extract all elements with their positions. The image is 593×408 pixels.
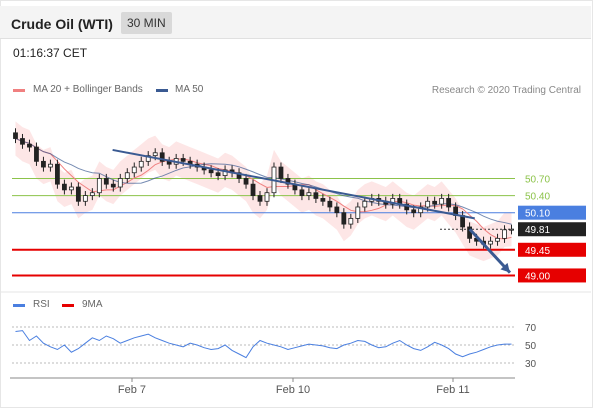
- candle-body: [299, 189, 305, 196]
- candle-body: [96, 178, 102, 194]
- rsi-swatch: [13, 304, 25, 307]
- candle-body: [68, 186, 74, 191]
- rsi-tick-label: 50: [525, 341, 537, 352]
- level-label-50.40: 50.40: [525, 192, 550, 203]
- candle-body: [285, 178, 291, 185]
- candle-body: [82, 195, 88, 202]
- candle-body: [355, 206, 361, 219]
- candle-body: [180, 158, 186, 162]
- timestamp: 01:16:37 CET: [13, 46, 88, 60]
- candle-body: [103, 178, 109, 185]
- candle-body: [418, 206, 424, 214]
- x-tick-label: Feb 11: [436, 384, 469, 396]
- x-tick-label: Feb 7: [118, 384, 146, 396]
- candle-body: [208, 169, 214, 174]
- candle-body: [222, 169, 228, 177]
- candle-body: [306, 192, 312, 196]
- candle-body: [152, 152, 158, 157]
- level-label-50.70: 50.70: [525, 174, 550, 185]
- instrument-title: Crude Oil (WTI): [11, 16, 113, 32]
- rsi-tick-label: 70: [525, 323, 537, 334]
- last-price-label: 49.81: [525, 225, 550, 236]
- level-tag-50.10: [518, 205, 586, 220]
- candle-body: [425, 200, 431, 208]
- chart-header: Crude Oil (WTI) 30 MIN: [0, 6, 591, 39]
- candle-body: [432, 200, 438, 205]
- candle-body: [488, 240, 493, 245]
- ma9-label: 9MA: [82, 299, 103, 310]
- candle-body: [404, 203, 410, 211]
- rsi-line: [15, 330, 512, 359]
- candle-body: [117, 178, 123, 188]
- candle-body: [348, 217, 354, 225]
- candle-body: [55, 163, 60, 185]
- candle-body: [145, 155, 151, 162]
- level-label-50.10: 50.10: [525, 209, 550, 220]
- level-tag-49.00: [518, 268, 586, 283]
- candle-body: [131, 166, 137, 174]
- candle-body: [264, 192, 270, 202]
- candle-body: [250, 183, 256, 196]
- candle-body: [110, 183, 116, 188]
- candle-body: [341, 212, 347, 225]
- candle-body: [138, 160, 144, 168]
- ma50-swatch: [156, 89, 168, 92]
- candle-body: [327, 200, 333, 208]
- ma50-label: MA 50: [175, 84, 204, 95]
- bollinger-band: [15, 121, 512, 262]
- candle-body: [495, 237, 500, 242]
- candle-body: [20, 138, 25, 145]
- ma9-swatch: [62, 304, 74, 307]
- candle-body: [75, 186, 81, 202]
- candle-body: [362, 200, 368, 208]
- candle-body: [13, 132, 18, 139]
- candle-body: [278, 166, 284, 179]
- target-arrow-head: [500, 262, 510, 273]
- timeframe-badge[interactable]: 30 MIN: [121, 12, 172, 34]
- rsi-tick-label: 30: [525, 359, 537, 370]
- level-tag-49.45: [518, 242, 586, 257]
- x-tick-label: Feb 10: [276, 384, 310, 396]
- candle-body: [509, 228, 514, 231]
- candle-body: [257, 195, 263, 202]
- candle-body: [34, 146, 39, 162]
- ma20-label: MA 20 + Bollinger Bands: [33, 84, 143, 95]
- candle-body: [334, 206, 340, 214]
- level-label-49.00: 49.00: [525, 271, 550, 282]
- target-arrow-shaft: [468, 228, 512, 274]
- rsi-label: RSI: [33, 299, 50, 310]
- candle-body: [236, 172, 242, 179]
- candle-body: [439, 198, 445, 205]
- trendline: [112, 148, 475, 220]
- candle-body: [215, 172, 221, 177]
- candle-body: [48, 163, 53, 168]
- level-label-49.45: 49.45: [525, 246, 550, 257]
- candle-body: [159, 152, 165, 162]
- candle-body: [89, 192, 95, 196]
- candle-body: [41, 160, 46, 168]
- candle-body: [61, 183, 67, 191]
- candle-body: [320, 198, 326, 202]
- candle-body: [411, 209, 417, 214]
- candle-body: [124, 172, 130, 179]
- candle-body: [243, 178, 249, 185]
- candle-body: [313, 192, 319, 199]
- candle-body: [390, 198, 396, 205]
- copyright: Research © 2020 Trading Central: [431, 85, 581, 96]
- ma20-swatch: [13, 89, 25, 92]
- last-price-tag: [518, 222, 586, 237]
- candle-body: [502, 229, 507, 239]
- candle-body: [27, 143, 32, 148]
- candle-body: [446, 198, 452, 208]
